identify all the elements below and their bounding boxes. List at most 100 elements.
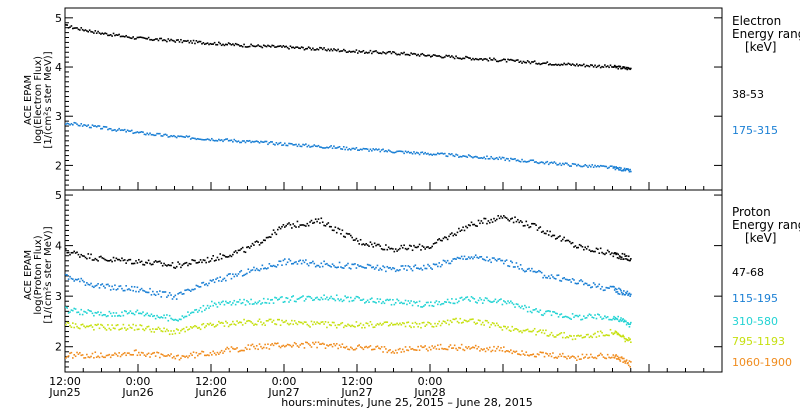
proton-series-1-point [387,267,390,269]
electron-series-1-point [130,129,133,132]
electron-legend-series-1: 175-315 [732,124,778,137]
proton-series-2-point [490,301,492,303]
proton-series-3-point [441,322,443,325]
electron-series-1-point [139,131,142,134]
proton-series-2-point [369,298,372,301]
electron-series-0-point [320,47,323,49]
proton-series-0-point [337,227,339,230]
proton-series-3-point [621,335,624,338]
electron-series-1-point [323,147,325,149]
electron-series-0-point [333,48,335,50]
electron-series-0-point [357,52,359,54]
electron-series-0-point [432,54,435,56]
electron-series-1-point [595,165,598,168]
proton-series-2-point [487,299,490,302]
proton-series-1-point [483,258,485,261]
proton-series-2-point [292,295,295,297]
proton-series-2-point [93,314,95,317]
proton-series-2-point [184,315,186,318]
electron-series-1-point [79,124,81,127]
electron-series-1-point [451,153,453,155]
proton-series-0-point [274,231,276,234]
proton-series-2-point [627,323,630,326]
electron-series-1-point [88,126,91,129]
proton-series-1-point [587,284,589,287]
proton-series-4-point [102,356,105,359]
electron-series-1-point [539,161,542,164]
proton-series-1-point [267,267,269,269]
electron-series-0-point [354,51,356,53]
electron-series-0-point [90,30,92,33]
proton-series-3-point [94,323,97,326]
proton-series-3-point [271,321,273,323]
proton-series-1-point [357,264,359,266]
proton-series-1-point [533,270,536,273]
proton-series-3-point [376,323,379,325]
proton-series-0-point [382,248,384,251]
proton-series-3-point [424,325,426,327]
proton-y-tick-label: 2 [55,341,62,354]
proton-series-4-point [227,347,230,350]
electron-series-1-point [418,153,421,156]
x-tick-time-label: 12:00 [195,375,227,388]
proton-series-1-point [479,256,481,258]
proton-series-4-point [274,342,276,345]
electron-series-1-point [143,133,146,136]
proton-series-1-point [605,286,608,289]
proton-series-1-point [173,296,175,298]
proton-series-0-point [216,256,219,259]
proton-series-2-point [267,298,269,300]
proton-series-1-point [477,257,480,259]
proton-series-2-point [225,300,227,303]
electron-series-0-point [160,37,163,40]
proton-series-1-point [556,274,558,277]
electron-series-0-point [189,40,192,42]
proton-series-1-point [598,283,601,286]
proton-series-4-point [244,346,247,349]
proton-series-4-point [476,347,478,350]
proton-series-3-point [95,324,98,327]
proton-series-2-point [621,319,624,321]
proton-series-4-point [143,354,146,356]
proton-series-3-point [397,323,400,326]
proton-series-2-point [146,312,149,315]
proton-series-3-point [129,326,132,329]
proton-series-3-point [244,322,247,325]
proton-series-4-point [420,345,422,347]
proton-series-2-point [218,301,220,304]
proton-series-3-point [629,338,631,340]
proton-legend-title-1: Proton [732,205,771,219]
electron-series-1-point [77,124,80,127]
proton-series-1-point [163,291,165,293]
electron-series-1-point [397,150,400,153]
electron-series-1-point [615,166,617,168]
proton-series-4-point [623,357,625,360]
proton-series-2-point [418,300,421,303]
electron-series-1-point [177,135,179,137]
electron-series-0-point [483,58,485,60]
electron-series-0-point [542,62,544,65]
electron-series-0-point [268,45,271,47]
proton-series-1-point [494,258,497,261]
proton-series-4-point [369,345,372,347]
proton-series-3-point [225,320,227,323]
electron-series-1-point [594,164,596,167]
proton-series-2-point [244,304,247,306]
proton-series-0-point [504,216,507,219]
electron-series-0-point [326,49,328,52]
electron-series-1-point [229,139,231,142]
proton-series-1-point [594,283,596,286]
proton-series-4-point [598,354,601,357]
electron-legend-series-0: 38-53 [732,88,764,101]
proton-series-0-point [536,229,539,231]
electron-series-0-point [125,34,127,37]
proton-series-0-point [580,244,582,247]
proton-series-3-point [385,321,387,323]
proton-series-0-point [307,224,310,227]
proton-series-3-point [503,325,505,328]
electron-series-0-point [597,65,599,68]
proton-series-2-point [535,308,537,310]
proton-series-1-point [184,289,186,292]
proton-series-1-point [303,261,306,264]
proton-series-3-point [161,330,164,333]
